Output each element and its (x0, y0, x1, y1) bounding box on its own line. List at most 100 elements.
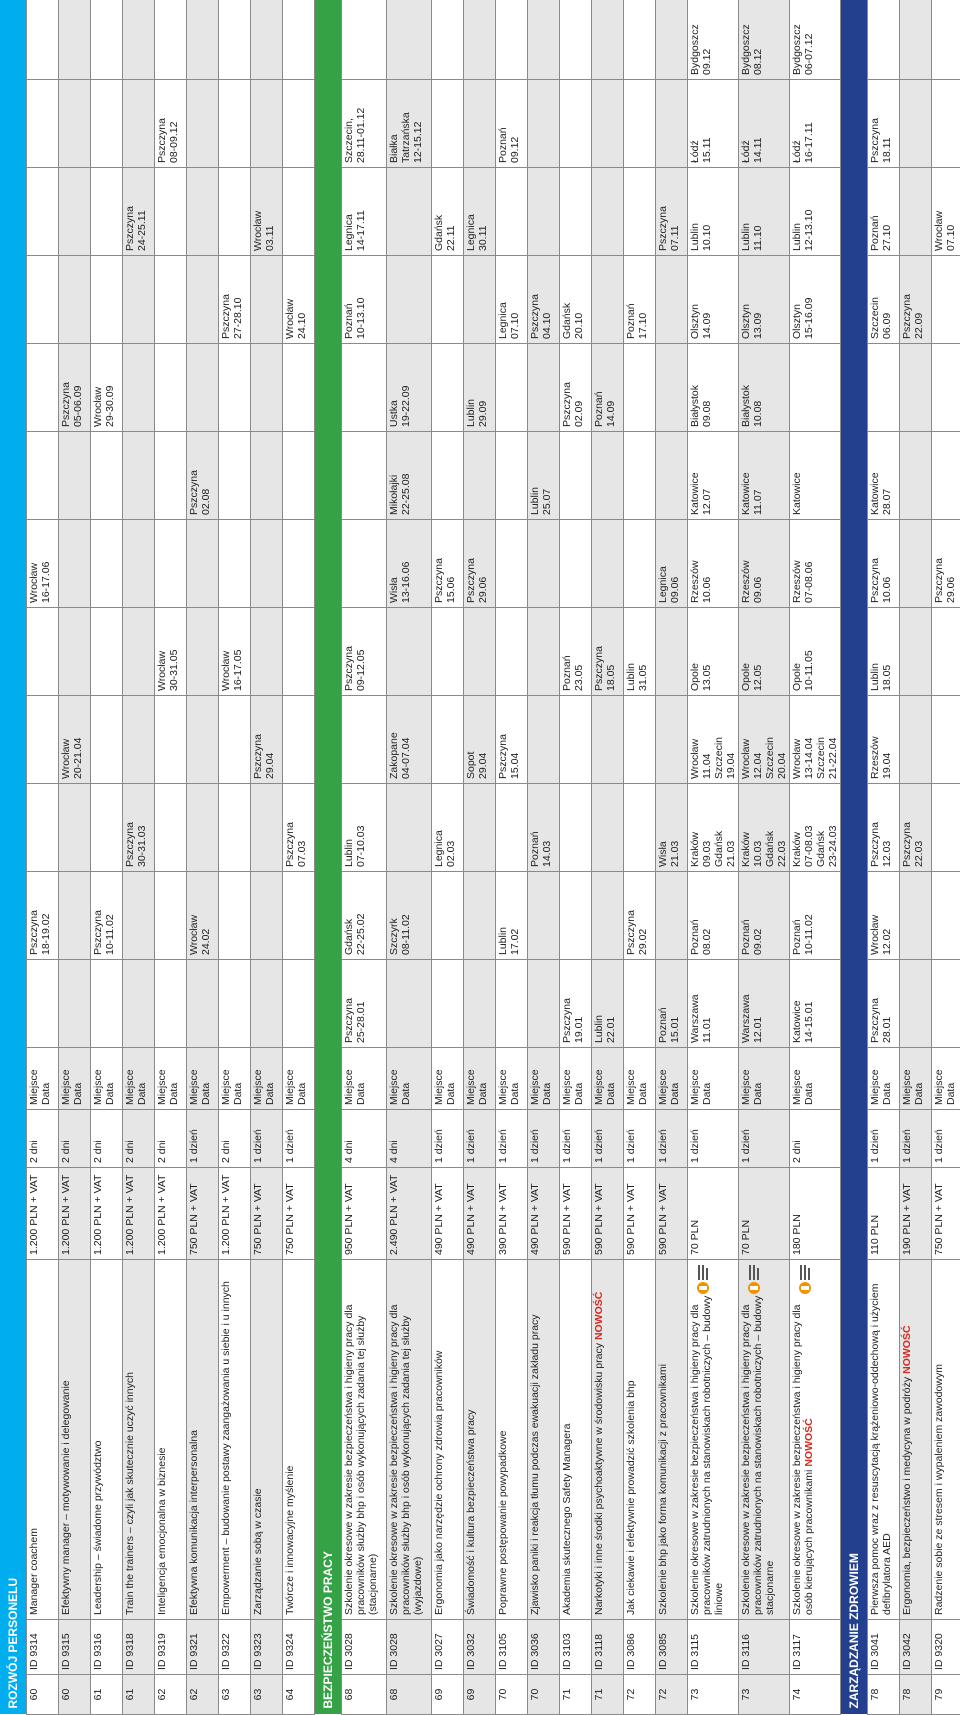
schedule-cell: Pszczyna 07.11 (655, 167, 688, 256)
schedule-cell: Rzeszów 07-08.06 (789, 519, 841, 608)
schedule-cell (931, 871, 960, 960)
schedule-cell (623, 783, 656, 872)
course-duration: 2 dni (122, 1109, 155, 1168)
schedule-cell (527, 871, 560, 960)
section-header: ZARZĄDZANIE ZDROWIEM (840, 0, 868, 1715)
schedule-cell: Pszczyna 02.09 (559, 343, 592, 432)
schedule-cell (623, 519, 656, 608)
schedule-cell (218, 959, 251, 1048)
schedule-cell: Szczyrk 08-11.02 (386, 871, 432, 960)
schedule-cell (495, 519, 528, 608)
schedule-cell (386, 0, 432, 80)
schedule-cell: Wrocław 16-17.05 (218, 607, 251, 696)
schedule-cell (559, 695, 592, 784)
partner-logo-icon (693, 1264, 713, 1294)
schedule-cell: Poznań 23.05 (559, 607, 592, 696)
course-id: ID 3116 (738, 1619, 790, 1675)
schedule-cell: Gdańsk 22.11 (431, 167, 464, 256)
place-date-label: Miejsce Data (58, 1047, 91, 1110)
course-title: Inteligencja emocjonalna w biznesie (154, 1259, 187, 1620)
schedule-cell (154, 0, 187, 80)
section-title: BEZPIECZEŃSTWO PRACY (314, 0, 342, 1715)
course-title: Train the trainers – czyli jak skuteczni… (122, 1259, 155, 1620)
schedule-cell: Lublin 25.07 (527, 431, 560, 520)
course-id: ID 3027 (431, 1619, 464, 1675)
course-id: ID 3028 (386, 1619, 432, 1675)
schedule-cell (90, 167, 123, 256)
schedule-cell: Pszczyna 10.06 (867, 519, 900, 608)
schedule-cell (90, 431, 123, 520)
place-date-label: Miejsce Data (789, 1047, 841, 1110)
course-price: 590 PLN + VAT (591, 1167, 624, 1260)
place-date-label: Miejsce Data (154, 1047, 187, 1110)
schedule-cell: Białystok 10.08 (738, 343, 790, 432)
course-title-text: Zarządzanie sobą w czasie (252, 1488, 264, 1615)
schedule-cell (90, 79, 123, 168)
schedule-cell: Katowice 28.07 (867, 431, 900, 520)
schedule-cell: Lublin 12-13.10 (789, 167, 841, 256)
schedule-cell: Opole 10-11.05 (789, 607, 841, 696)
course-title-text: Twórcze i innowacyjne myślenie (284, 1465, 296, 1615)
course-duration: 1 dzień (495, 1109, 528, 1168)
schedule-cell: Bydgoszcz 08.12 (738, 0, 790, 80)
schedule-cell: Zakopane 04-07.04 (386, 695, 432, 784)
course-title: Poprawne postępowanie powypadkowe (495, 1259, 528, 1620)
schedule-cell: Pszczyna 29.02 (623, 871, 656, 960)
place-date-label: Miejsce Data (495, 1047, 528, 1110)
schedule-cell: Warszawa 11.01 (687, 959, 739, 1048)
schedule-cell (527, 167, 560, 256)
schedule-cell (186, 343, 219, 432)
schedule-cell (154, 959, 187, 1048)
schedule-cell (341, 519, 387, 608)
schedule-cell (154, 783, 187, 872)
schedule-cell: Pszczyna 12.03 (867, 783, 900, 872)
course-title-text: Efektywna komunikacja interpersonalna (188, 1429, 200, 1615)
schedule-cell (186, 79, 219, 168)
schedule-cell: Wrocław 13-14.04 Szczecin 21-22.04 (789, 695, 841, 784)
schedule-cell (250, 519, 283, 608)
course-duration: 4 dni (341, 1109, 387, 1168)
schedule-cell: Kraków 09.03 Gdańsk 21.03 (687, 783, 739, 872)
schedule-cell (282, 431, 315, 520)
schedule-cell: Pszczyna 29.06 (931, 519, 960, 608)
schedule-cell: Kraków 07-08.03 Gdańsk 23-24.03 (789, 783, 841, 872)
place-date-label: Miejsce Data (341, 1047, 387, 1110)
schedule-cell (282, 0, 315, 80)
page-number: 61 (122, 1674, 155, 1715)
schedule-cell: Wrocław 24.10 (282, 255, 315, 344)
schedule-cell: Pszczyna 15.04 (495, 695, 528, 784)
schedule-cell (26, 343, 59, 432)
course-title: Efektywna komunikacja interpersonalna (186, 1259, 219, 1620)
schedule-cell (931, 431, 960, 520)
page-number: 71 (591, 1674, 624, 1715)
course-duration: 1 dzień (738, 1109, 790, 1168)
table-row: 71 ID 3103 Akademia skutecznego Safety Man… (559, 0, 592, 1715)
schedule-cell (931, 959, 960, 1048)
schedule-cell (623, 0, 656, 80)
schedule-cell (559, 79, 592, 168)
schedule-cell (386, 167, 432, 256)
course-duration: 1 dzień (282, 1109, 315, 1168)
schedule-cell (463, 0, 496, 80)
schedule-cell (591, 695, 624, 784)
schedule-cell (431, 607, 464, 696)
course-price: 1.200 PLN + VAT (218, 1167, 251, 1260)
schedule-cell: Rzeszów 19.04 (867, 695, 900, 784)
table-row: 64 ID 9324 Twórcze i innowacyjne myślenie 7… (282, 0, 315, 1715)
table-row: 79 ID 9320 Radzenie sobie ze stresem i wyp… (931, 0, 960, 1715)
table-row: 62 ID 9321 Efektywna komunikacja interpers… (186, 0, 219, 1715)
course-title: Ergonomia, bezpieczeństwo i medycyna w p… (899, 1259, 932, 1620)
course-title: Szkolenie okresowe w zakresie bezpieczeń… (687, 1259, 739, 1620)
schedule-cell: Pszczyna 05-06.09 (58, 343, 91, 432)
course-duration: 1 dzień (186, 1109, 219, 1168)
schedule-cell (559, 167, 592, 256)
new-badge: NOWOŚĆ (901, 1325, 913, 1374)
page-number: 69 (431, 1674, 464, 1715)
schedule-cell: Lublin 07-10.03 (341, 783, 387, 872)
course-title: Szkolenie okresowe w zakresie bezpieczeń… (738, 1259, 790, 1620)
course-price: 750 PLN + VAT (250, 1167, 283, 1260)
schedule-cell: Pszczyna 07.03 (282, 783, 315, 872)
schedule-cell: Łódź 16-17.11 (789, 79, 841, 168)
page-number: 62 (154, 1674, 187, 1715)
course-title-text: Inteligencja emocjonalna w biznesie (156, 1447, 168, 1615)
